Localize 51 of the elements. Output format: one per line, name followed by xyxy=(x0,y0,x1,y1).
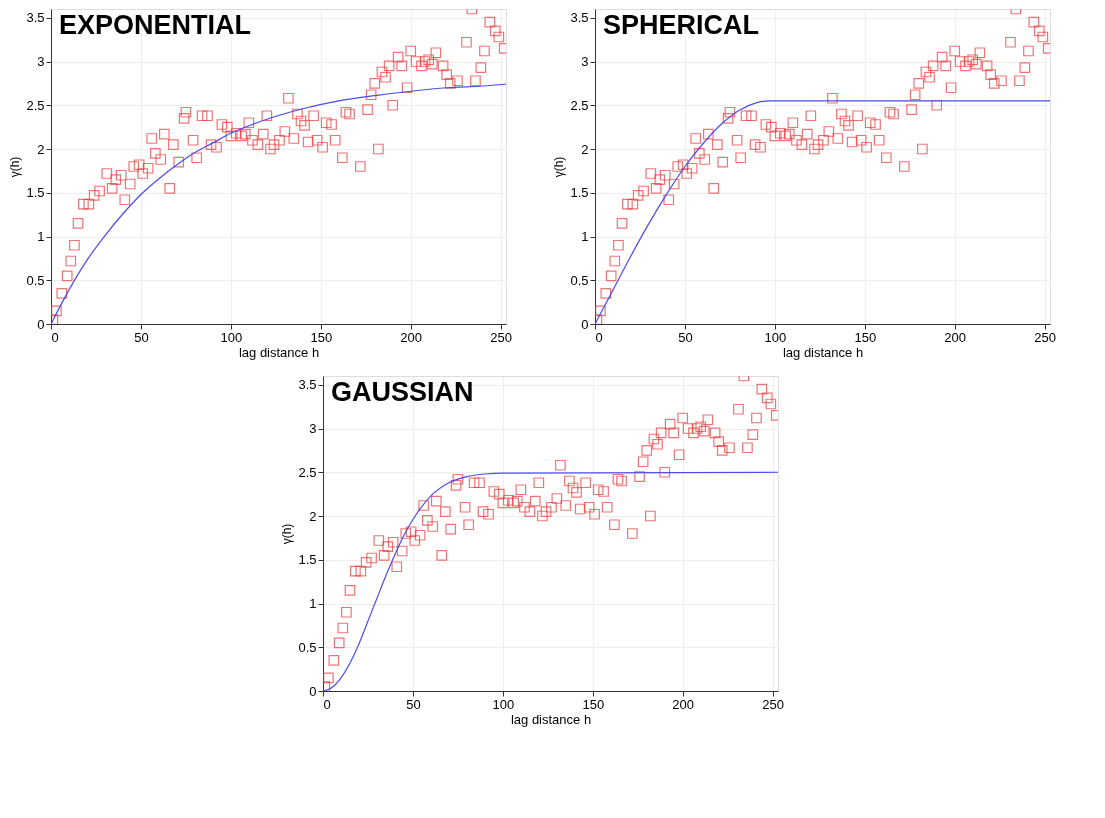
y-tick-label: 1.5 xyxy=(298,552,317,568)
y-tick-label: 0 xyxy=(309,683,317,699)
chart-title: GAUSSIAN xyxy=(331,377,474,407)
x-tick-label: 100 xyxy=(220,329,243,345)
y-tick-label: 3 xyxy=(37,54,45,69)
y-tick-label: 0.5 xyxy=(298,639,317,655)
x-axis-title: lag distance h xyxy=(510,711,592,727)
y-tick-label: 2 xyxy=(581,141,589,157)
x-tick-label: 150 xyxy=(310,329,333,345)
y-axis-title: γ(h) xyxy=(552,156,567,178)
y-tick-label: 2.5 xyxy=(570,97,589,113)
y-tick-label: 1 xyxy=(581,229,589,244)
x-tick-label: 250 xyxy=(1034,329,1056,345)
y-tick-label: 0.5 xyxy=(570,272,589,288)
x-tick-label: 50 xyxy=(678,329,693,345)
y-tick-label: 1.5 xyxy=(570,185,589,201)
y-tick-label: 1 xyxy=(37,229,45,244)
chart-title: SPHERICAL xyxy=(603,10,760,40)
x-tick-label: 150 xyxy=(854,329,877,345)
y-tick-label: 1.5 xyxy=(26,185,45,201)
y-tick-label: 2.5 xyxy=(26,97,45,113)
x-tick-label: 150 xyxy=(582,696,605,712)
y-tick-label: 3.5 xyxy=(26,10,45,26)
chart-title: EXPONENTIAL xyxy=(59,10,252,40)
x-tick-label: 250 xyxy=(762,696,784,712)
x-tick-label: 200 xyxy=(400,329,423,345)
y-tick-label: 0 xyxy=(37,316,45,332)
y-axis-title: γ(h) xyxy=(280,523,295,545)
y-tick-label: 2.5 xyxy=(298,464,317,480)
y-tick-label: 3 xyxy=(581,54,589,69)
x-tick-label: 0 xyxy=(323,696,331,712)
y-tick-label: 3.5 xyxy=(570,10,589,26)
y-tick-label: 1 xyxy=(309,596,317,611)
y-tick-label: 2 xyxy=(309,508,317,524)
y-tick-label: 3.5 xyxy=(298,377,317,393)
x-tick-label: 0 xyxy=(595,329,603,345)
y-tick-label: 3 xyxy=(309,421,317,436)
y-axis-title: γ(h) xyxy=(8,156,23,178)
x-axis-title: lag distance h xyxy=(782,344,864,360)
x-tick-label: 200 xyxy=(672,696,695,712)
x-tick-label: 50 xyxy=(406,696,421,712)
x-tick-label: 200 xyxy=(944,329,967,345)
x-tick-label: 250 xyxy=(490,329,512,345)
x-tick-label: 0 xyxy=(51,329,59,345)
x-tick-label: 100 xyxy=(764,329,787,345)
x-tick-label: 100 xyxy=(492,696,515,712)
x-axis-title: lag distance h xyxy=(238,344,320,360)
y-tick-label: 2 xyxy=(37,141,45,157)
y-tick-label: 0.5 xyxy=(26,272,45,288)
y-tick-label: 0 xyxy=(581,316,589,332)
x-tick-label: 50 xyxy=(134,329,149,345)
